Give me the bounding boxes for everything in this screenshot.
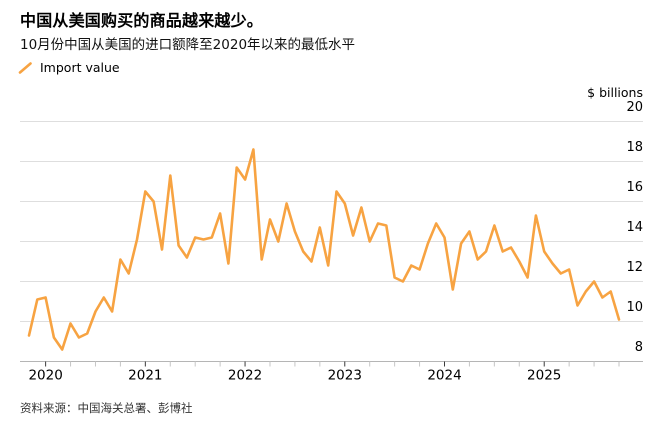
y-tick-label: 18 [626,140,643,155]
y-tick-label: 16 [626,180,643,195]
x-year-label: 2023 [328,368,362,384]
y-tick-label: 10 [626,300,643,315]
source-attribution: 资料来源：中国海关总署、彭博社 [20,401,193,415]
y-tick-label: 8 [635,340,643,355]
x-year-label: 2021 [128,368,162,384]
legend: Import value [18,59,120,75]
x-year-label: 2020 [28,368,62,384]
legend-series-label: Import value [40,59,120,75]
x-year-label: 2024 [427,368,461,384]
legend-line-swatch-icon [18,60,33,74]
y-tick-label: 12 [626,260,643,275]
y-axis-unit-label: $ billions [587,85,643,100]
chart-subtitle: 10月份中国从美国的进口额降至2020年以来的最低水平 [20,37,356,53]
import-value-line [27,148,621,351]
chart-title: 中国从美国购买的商品越来越少。 [20,11,264,30]
y-tick-label: 20 [626,100,643,115]
y-tick-label: 14 [626,220,643,235]
x-year-label: 2025 [527,368,561,384]
x-year-label: 2022 [228,368,262,384]
